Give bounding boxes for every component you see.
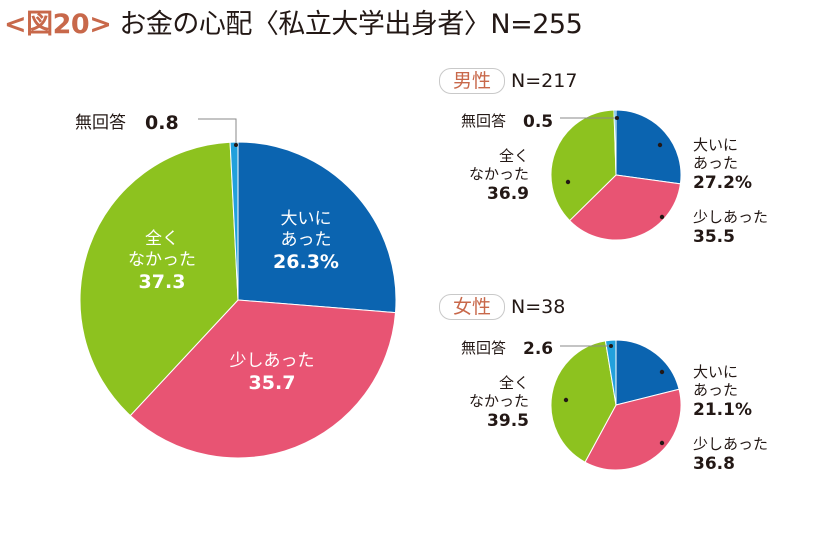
male-noanswer-value: 0.5	[523, 112, 553, 132]
female-value-2: 39.5	[487, 411, 529, 431]
main-label-1-0: 少しあった	[230, 351, 315, 371]
main-value-1: 35.7	[249, 372, 296, 394]
male-value-1: 35.5	[693, 227, 735, 247]
figure-title: お金の心配〈私立大学出身者〉N=255	[119, 9, 583, 40]
main-slice-0	[237, 141, 397, 314]
female-label-2-1: なかった	[469, 392, 529, 410]
male-leader-dot-0	[657, 142, 663, 148]
female-noanswer-value: 2.6	[523, 339, 553, 359]
female-label-0-1: あった	[693, 381, 738, 399]
main-label-0-1: あった	[281, 230, 332, 250]
female-header: 女性 N=38	[439, 294, 565, 320]
main-slice-1	[129, 299, 397, 459]
male-label-1-0: 少しあった	[693, 208, 768, 226]
male-noanswer-dot	[615, 116, 619, 120]
female-n: N=38	[511, 296, 566, 318]
male-slice-1	[568, 174, 681, 241]
female-noanswer-dot	[609, 344, 613, 348]
female-label-2-0: 全く	[499, 374, 529, 392]
male-leader-dot-2	[565, 179, 571, 185]
female-noanswer-label: 無回答	[461, 339, 506, 357]
male-label-2-0: 全く	[499, 147, 529, 165]
male-header: 男性 N=217	[439, 68, 577, 94]
female-slice-3	[604, 339, 617, 406]
female-label-0-0: 大いに	[693, 363, 738, 381]
female-badge: 女性	[439, 294, 506, 320]
main-noanswer-leader	[198, 118, 237, 145]
male-label-0-0: 大いに	[693, 136, 738, 154]
male-badge: 男性	[439, 68, 506, 94]
male-n: N=217	[511, 70, 578, 92]
female-label-1-0: 少しあった	[693, 435, 768, 453]
figure-number: <図20>	[4, 9, 112, 40]
chart-title: <図20> お金の心配〈私立大学出身者〉N=255	[4, 2, 583, 41]
male-label-2-1: なかった	[469, 165, 529, 183]
male-slice-0	[615, 109, 682, 185]
female-slice-0	[615, 339, 680, 406]
main-label-0-0: 大いに	[281, 209, 332, 229]
main-noanswer-label: 無回答	[75, 113, 126, 133]
female-value-0: 21.1%	[693, 400, 752, 420]
male-leader-dot-1	[659, 214, 665, 220]
main-noanswer-dot	[234, 143, 238, 147]
main-value-2: 37.3	[139, 271, 186, 293]
male-value-0: 27.2%	[693, 173, 752, 193]
main-label-2-0: 全く	[145, 229, 179, 249]
main-slice-3	[229, 141, 239, 301]
main-slice-2	[79, 141, 239, 417]
female-value-1: 36.8	[693, 454, 735, 474]
main-value-0: 26.3%	[273, 251, 339, 273]
male-value-2: 36.9	[487, 184, 529, 204]
male-slice-2	[550, 109, 617, 222]
female-leader-dot-2	[563, 397, 569, 403]
female-slice-1	[584, 388, 682, 471]
male-slice-3	[613, 109, 617, 176]
main-label-2-1: なかった	[128, 250, 196, 270]
main-noanswer-value: 0.8	[145, 112, 179, 134]
female-leader-dot-0	[659, 369, 665, 375]
male-label-0-1: あった	[693, 154, 738, 172]
female-leader-dot-1	[659, 440, 665, 446]
male-noanswer-label: 無回答	[461, 112, 506, 130]
